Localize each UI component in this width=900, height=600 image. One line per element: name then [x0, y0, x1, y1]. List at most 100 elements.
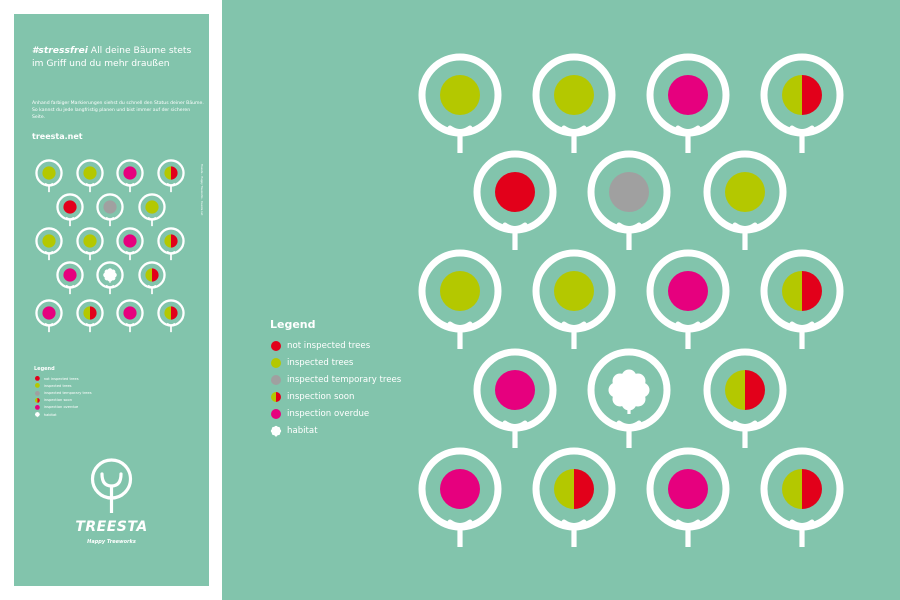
brand-tagline: Happy Treeworks	[87, 539, 136, 545]
tree-cup	[447, 519, 473, 528]
status-inspected-dot	[271, 357, 281, 368]
tree-marker	[760, 53, 844, 153]
legend-item-not-inspected: not inspected trees	[34, 375, 92, 382]
legend-item-label: inspected temporary trees	[287, 374, 402, 385]
tree-cup	[789, 125, 815, 134]
tree-cup	[732, 222, 758, 231]
tree-stem	[685, 327, 691, 349]
tree-cup	[675, 125, 701, 134]
tree-marker	[532, 53, 616, 153]
tree-marker	[76, 299, 104, 333]
tree-marker	[760, 249, 844, 349]
tree-marker	[646, 53, 730, 153]
tree-cup	[502, 222, 528, 231]
legend-item-temporary: inspected temporary trees	[270, 371, 401, 388]
status-overdue-dot	[35, 404, 40, 410]
tree-cup	[447, 125, 473, 134]
status-overdue-dot	[123, 166, 137, 180]
status-not-inspected-dot	[35, 376, 40, 381]
legend-item-temporary: inspected temporary trees	[34, 389, 92, 396]
status-overdue-dot	[123, 234, 137, 248]
tree-stem	[151, 286, 153, 295]
status-overdue-dot	[42, 306, 56, 320]
banner-legend-list: not inspected trees inspected trees inspec…	[34, 375, 92, 418]
banner-url: treesta.net	[32, 132, 83, 141]
tree-stem	[571, 327, 577, 349]
habitat-icon	[608, 369, 650, 414]
tree-stem	[626, 426, 632, 448]
tree-cup	[502, 420, 528, 429]
legend: Legend not inspected trees inspected tree…	[270, 318, 401, 439]
tree-stem	[512, 426, 518, 448]
legend-item-label: not inspected trees	[43, 376, 79, 381]
status-temporary-dot	[609, 172, 649, 212]
tree-marker	[96, 193, 124, 227]
status-inspection-soon-dot	[782, 75, 822, 115]
status-overdue-dot	[668, 271, 708, 311]
legend-item-label: inspected trees	[43, 383, 72, 388]
tree-marker	[35, 227, 63, 261]
tree-stem	[48, 324, 50, 333]
tree-stem	[170, 324, 172, 333]
legend-item-label: inspection soon	[43, 398, 72, 403]
tree-marker	[35, 159, 63, 193]
tree-stem	[48, 184, 50, 193]
tree-marker	[418, 249, 502, 349]
tree-cup	[616, 222, 642, 231]
status-inspection-soon-dot	[271, 391, 281, 402]
tree-stem	[571, 131, 577, 153]
legend-item-inspected: inspected trees	[270, 354, 401, 371]
tree-cup	[675, 519, 701, 528]
tree-marker	[418, 53, 502, 153]
banner-headline-text: All deine Bäume stets im Griff und du me…	[32, 45, 192, 69]
legend-item-overdue: inspection overdue	[34, 404, 92, 411]
tree-stem	[69, 286, 71, 295]
tree-cup	[789, 321, 815, 330]
tree-stem	[799, 525, 805, 547]
tree-stem	[626, 228, 632, 250]
tree-stem	[799, 131, 805, 153]
status-inspected-dot	[145, 200, 159, 214]
tree-stem	[48, 252, 50, 261]
tree-cup	[561, 321, 587, 330]
legend-item-inspected: inspected trees	[34, 382, 92, 389]
status-overdue-dot	[668, 75, 708, 115]
status-overdue-dot	[123, 306, 137, 320]
status-overdue-dot	[495, 370, 535, 410]
status-not-inspected-dot	[271, 340, 281, 351]
tree-marker	[56, 193, 84, 227]
legend-title: Legend	[270, 318, 316, 331]
tree-marker	[473, 348, 557, 448]
tree-cup	[561, 519, 587, 528]
status-inspection-soon-dot	[782, 469, 822, 509]
tree-stem	[89, 184, 91, 193]
tree-cup	[675, 321, 701, 330]
tree-marker	[116, 159, 144, 193]
tree-marker	[703, 348, 787, 448]
tree-marker	[703, 150, 787, 250]
legend-item-habitat: habitat	[270, 422, 401, 439]
legend-item-label: inspection overdue	[287, 408, 370, 419]
tree-marker	[532, 447, 616, 547]
tree-cup	[616, 420, 642, 429]
tree-stem	[109, 218, 111, 227]
status-inspection-soon-dot	[35, 397, 40, 403]
tree-stem	[685, 131, 691, 153]
legend-item-label: inspected temporary trees	[43, 390, 92, 395]
tree-stem	[685, 525, 691, 547]
tree-marker	[157, 159, 185, 193]
tree-stem	[129, 184, 131, 193]
tree-stem	[89, 252, 91, 261]
legend-item-soon: inspection soon	[270, 388, 401, 405]
tree-stem	[129, 252, 131, 261]
banner-legend: Legend not inspected trees inspected tree…	[34, 366, 92, 418]
treesta-logo-icon	[90, 458, 133, 513]
tree-stem	[129, 324, 131, 333]
status-inspection-soon-dot	[554, 469, 594, 509]
legend-list: not inspected trees inspected trees inspec…	[270, 337, 401, 439]
status-inspected-dot	[440, 75, 480, 115]
tree-marker	[418, 447, 502, 547]
tree-marker	[473, 150, 557, 250]
status-overdue-dot	[271, 408, 281, 419]
tree-stem	[457, 327, 463, 349]
